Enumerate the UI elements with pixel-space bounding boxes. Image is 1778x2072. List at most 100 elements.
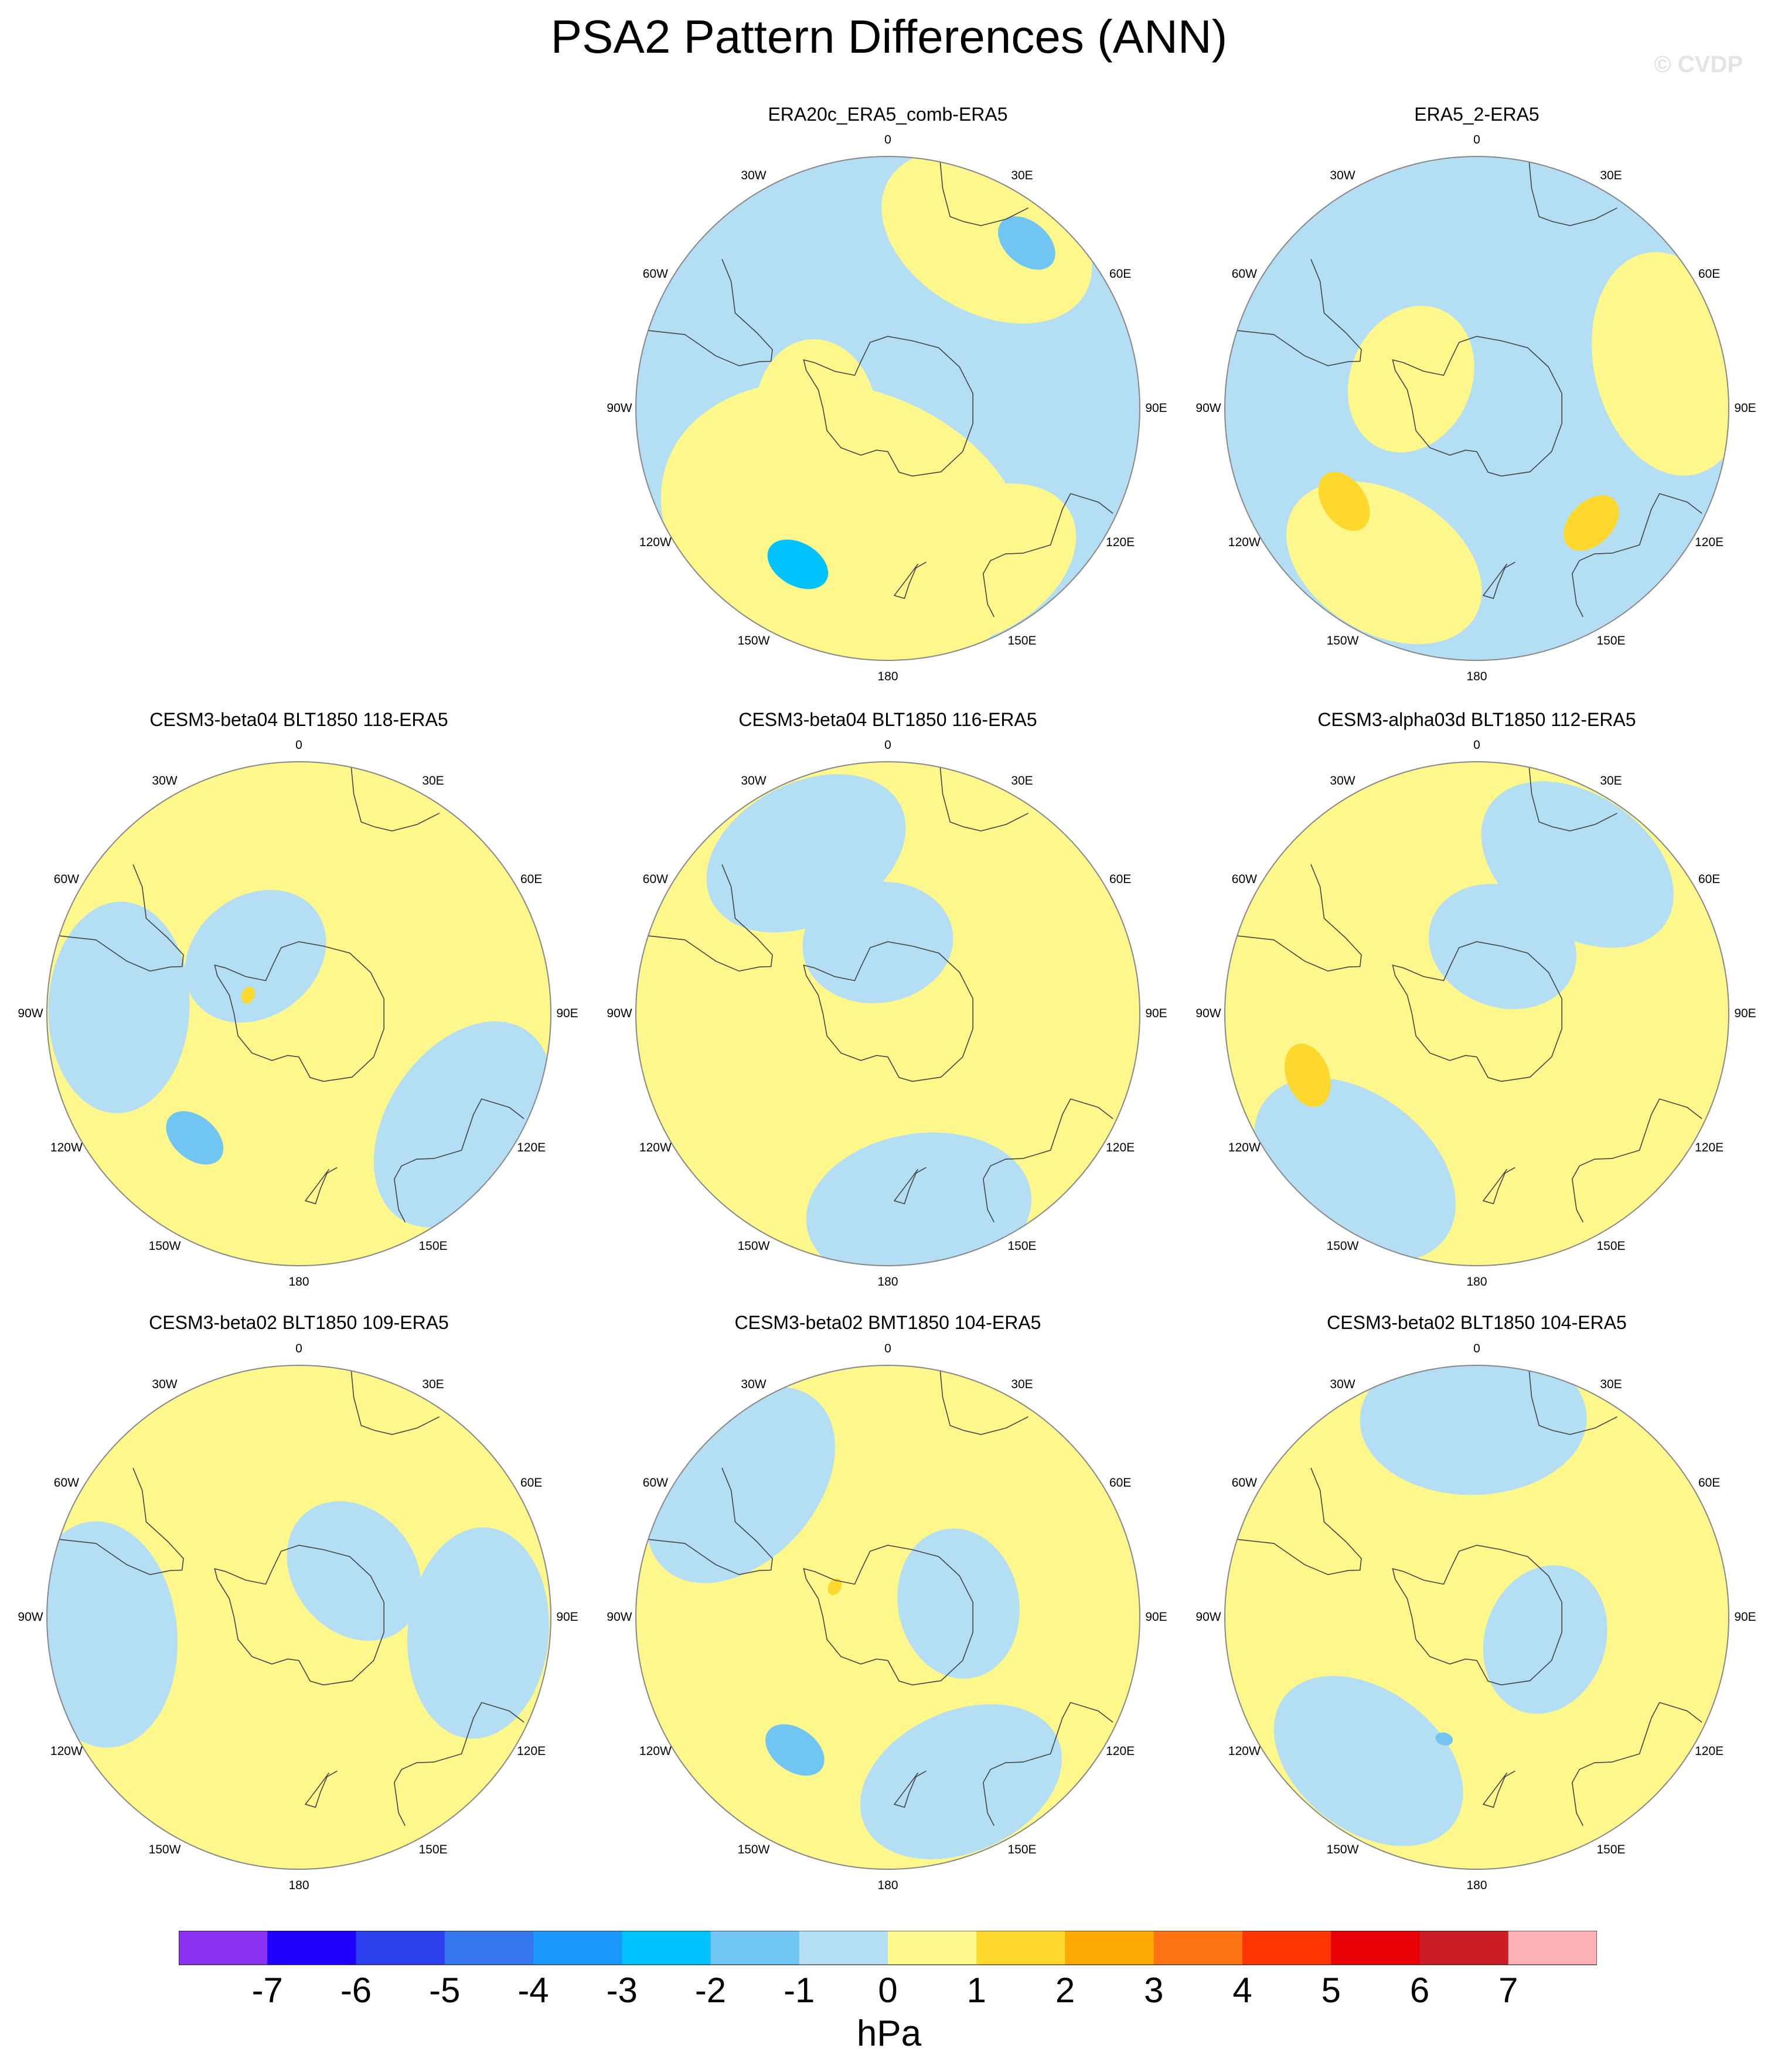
longitude-label: 120W [1228,1141,1261,1154]
longitude-label: 0 [884,133,891,146]
panel-title: CESM3-alpha03d BLT1850 112-ERA5 [1317,709,1636,730]
colorbar-tick-label: 5 [1321,1971,1341,2010]
longitude-label: 90W [1195,401,1221,415]
negative-anomaly [765,1724,825,1776]
colorbar-tick-label: -3 [606,1971,638,2010]
longitude-label: 30E [422,1378,444,1392]
panel-title: CESM3-beta02 BMT1850 104-ERA5 [734,1312,1041,1333]
colorbar-swatch [976,1931,1065,1965]
longitude-label: 150W [737,1239,770,1253]
longitude-label: 0 [884,738,891,752]
coastline-south-america [1237,864,1362,972]
coastline-south-america [59,1467,184,1576]
anomaly-lobe [1483,1565,1607,1714]
polar-map [1224,761,1729,1266]
colorbar-tick-label: 6 [1409,1971,1430,2010]
longitude-label: 30W [741,774,767,788]
negative-anomaly [166,1111,224,1165]
coastline-south-america [648,258,773,367]
longitude-label: 60E [520,1476,543,1490]
longitude-label: 150W [737,1842,770,1856]
coastline-new-zealand [893,1167,927,1205]
coastline-new-zealand [893,1770,927,1808]
map-border [635,761,1140,1266]
longitude-label: 90W [607,1007,632,1020]
longitude-label: 30W [152,1378,178,1392]
colorbar-tick-label: 1 [966,1971,986,2010]
longitude-label: 150E [1007,1842,1037,1856]
coastline-antarctica [214,941,384,1082]
anomaly-lobe [287,1501,421,1641]
coastline-antarctica [1392,336,1562,477]
colorbar-tick-label: -2 [694,1971,727,2010]
anomaly-lobe [1273,1676,1463,1846]
longitude-label: 180 [877,1275,898,1289]
longitude-label: 120E [517,1141,546,1154]
colorbar-tick-label: -7 [251,1971,283,2010]
longitude-label: 180 [288,1879,309,1892]
map-background-field [47,1365,551,1869]
colorbar-swatch [1419,1931,1509,1965]
negative-anomaly [1435,1732,1453,1746]
longitude-label: 150E [1007,633,1037,648]
positive-anomaly [241,986,255,1004]
cvdp-watermark: © CVDP [1654,52,1743,77]
coastline-africa [939,767,1028,831]
coastline-africa [939,1371,1028,1435]
coastline-australia [1571,1098,1702,1223]
colorbar-tick-label: 4 [1232,1971,1252,2010]
coastline-antarctica [803,336,973,477]
colorbar-tick-label: 2 [1055,1971,1075,2010]
coastline-new-zealand [1482,561,1515,599]
longitude-label: 90E [1145,1610,1167,1624]
longitude-label: 30W [741,169,767,183]
longitude-label: 60E [1698,1476,1721,1490]
longitude-label: 60W [1231,1476,1257,1490]
colorbar-swatch [179,1931,268,1965]
colorbar-unit-label: hPa [856,2013,922,2054]
coastline-new-zealand [1482,1167,1515,1205]
coastline-south-america [1237,258,1362,367]
longitude-label: 120W [1228,536,1261,549]
colorbar-swatch [533,1931,622,1965]
coastline-africa [350,1371,440,1435]
coastline-africa [350,767,440,831]
longitude-label: 90E [1734,1007,1756,1020]
longitude-label: 60E [1109,1476,1132,1490]
longitude-label: 150E [1596,1842,1626,1856]
figure-title: PSA2 Pattern Differences (ANN) [550,11,1228,63]
panel-title: ERA5_2-ERA5 [1414,104,1539,125]
longitude-label: 180 [288,1275,309,1289]
coastline-africa [1528,767,1617,831]
anomaly-lobe [185,890,326,1023]
coastline-new-zealand [893,561,927,599]
longitude-label: 150W [1326,1239,1359,1253]
longitude-label: 150W [148,1239,181,1253]
colorbar [179,1931,1597,1965]
colorbar-swatch [356,1931,445,1965]
longitude-label: 60W [1231,873,1257,886]
longitude-label: 180 [877,1879,898,1892]
coastline-new-zealand [304,1770,338,1808]
map-border [1224,761,1729,1266]
longitude-label: 60E [520,873,543,886]
longitude-label: 90E [556,1007,578,1020]
panel-title: CESM3-beta02 BLT1850 104-ERA5 [1327,1312,1627,1333]
coastline-new-zealand [1482,1770,1515,1808]
coastline-africa [1528,1371,1617,1435]
longitude-label: 30E [1011,169,1033,183]
longitude-label: 60W [642,873,668,886]
panel-title: CESM3-beta04 BLT1850 116-ERA5 [738,709,1037,730]
longitude-label: 90W [607,401,632,415]
positive-anomaly [1318,472,1370,531]
longitude-label: 120E [1106,1744,1135,1758]
longitude-label: 120E [1106,536,1135,549]
coastline-australia [393,1098,524,1223]
longitude-label: 150E [418,1239,448,1253]
coastline-antarctica [803,941,973,1082]
longitude-label: 120W [639,536,672,549]
coastline-antarctica [1392,941,1562,1082]
polar-map [1224,156,1729,661]
colorbar-swatch [444,1931,534,1965]
longitude-label: 0 [1473,738,1480,752]
